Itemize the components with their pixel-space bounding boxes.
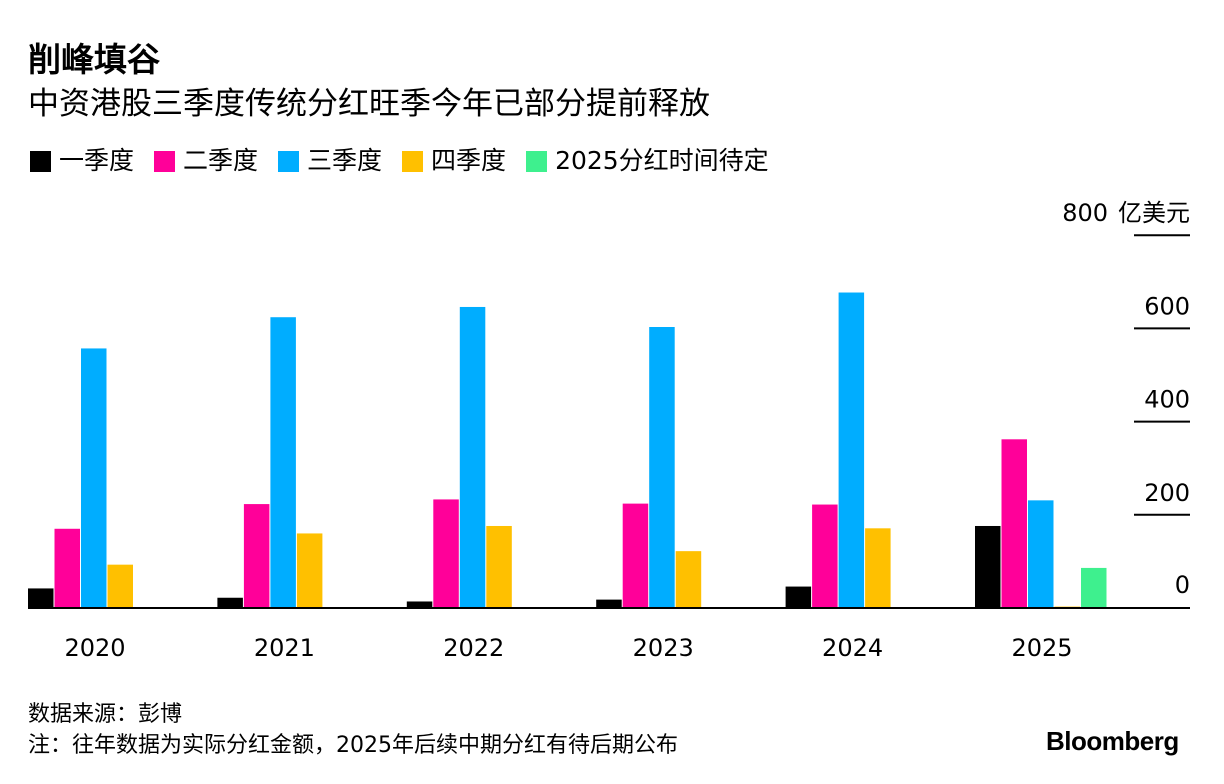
bar-2024-series-3 xyxy=(838,292,865,608)
x-tick-label: 2024 xyxy=(822,634,883,662)
x-tick-label: 2020 xyxy=(64,634,125,662)
bar-2024-series-4 xyxy=(865,528,891,608)
bar-2025-series-3 xyxy=(1028,500,1054,608)
bar-2021-series-3 xyxy=(270,317,296,608)
legend-label: 二季度 xyxy=(183,146,259,175)
bar-2025-series-1 xyxy=(975,525,1001,608)
bar-2024-series-1 xyxy=(785,586,812,608)
bar-2020-series-2 xyxy=(54,528,80,608)
legend-swatch xyxy=(30,150,51,172)
y-tick-label: 0 xyxy=(1175,571,1190,599)
bar-2020-series-1 xyxy=(28,588,54,608)
bar-2021-series-4 xyxy=(296,533,323,608)
y-tick-label: 600 xyxy=(1144,292,1190,320)
y-unit-label: 亿美元 xyxy=(1118,199,1190,227)
legend-label: 三季度 xyxy=(307,146,383,175)
bar-2022-series-4 xyxy=(486,525,512,608)
legend-item: 三季度 xyxy=(278,143,382,179)
bar-2020-series-4 xyxy=(107,564,133,608)
legend-label: 四季度 xyxy=(431,146,507,175)
bar-2020-series-3 xyxy=(81,348,107,608)
legend-swatch xyxy=(526,150,548,172)
legend-item: 一季度 xyxy=(30,143,134,179)
chart-title: 削峰填谷 xyxy=(28,40,160,79)
footnote: 注：往年数据为实际分红金额，2025年后续中期分红有待后期公布 xyxy=(28,733,678,758)
legend-label: 2025分红时间待定 xyxy=(555,146,769,175)
y-tick-label: 400 xyxy=(1144,386,1190,414)
bar-2025-series-5 xyxy=(1081,567,1107,608)
bar-2025-series-2 xyxy=(1001,439,1027,608)
legend-label: 一季度 xyxy=(59,146,135,175)
bar-2024-series-2 xyxy=(812,504,838,608)
legend-item: 四季度 xyxy=(402,143,506,179)
y-tick-label: 200 xyxy=(1144,479,1190,507)
legend-item: 二季度 xyxy=(154,143,258,179)
bar-2023-series-1 xyxy=(596,599,622,608)
bar-2023-series-3 xyxy=(649,327,675,608)
x-tick-label: 2023 xyxy=(633,634,694,662)
bar-2021-series-2 xyxy=(243,504,270,608)
x-tick-label: 2022 xyxy=(443,634,504,662)
x-tick-label: 2025 xyxy=(1011,634,1072,662)
legend: 一季度 二季度 三季度 四季度 2025分红时间待定 xyxy=(30,143,789,179)
legend-swatch xyxy=(278,150,300,172)
legend-swatch xyxy=(154,150,176,172)
legend-item: 2025分红时间待定 xyxy=(526,143,769,179)
bar-2022-series-1 xyxy=(406,601,433,608)
bar-chart: 0 200 400 600 800 亿美元 2020 2021 2022 2023 2024 2025 xyxy=(28,199,1190,662)
bloomberg-logo: Bloomberg xyxy=(1046,726,1179,756)
bar-2023-series-4 xyxy=(675,551,702,608)
chart-subtitle: 中资港股三季度传统分红旺季今年已部分提前释放 xyxy=(28,86,710,122)
source-note: 数据来源：彭博 xyxy=(28,702,183,727)
y-tick-label: 800 xyxy=(1062,199,1108,227)
bar-2021-series-1 xyxy=(217,597,243,608)
bar-2022-series-2 xyxy=(433,499,459,608)
bar-2022-series-3 xyxy=(459,306,486,608)
legend-swatch xyxy=(402,150,424,172)
x-tick-label: 2021 xyxy=(254,634,315,662)
bar-2023-series-2 xyxy=(622,503,649,608)
